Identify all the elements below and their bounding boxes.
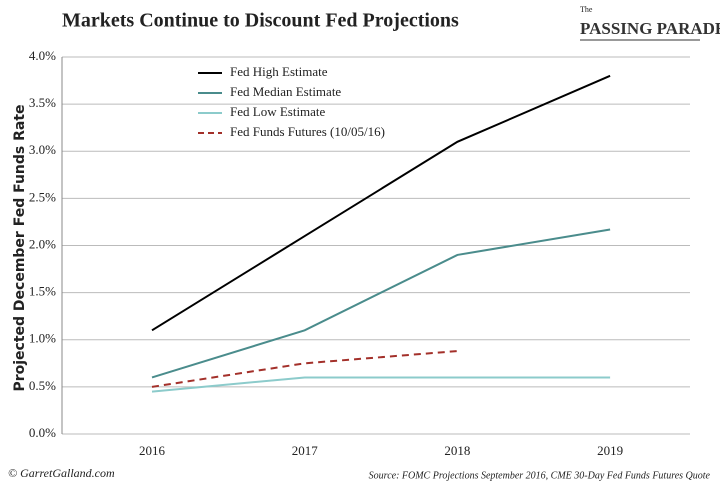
y-tick-label: 4.0%	[29, 48, 56, 63]
logo: PASSING PARADE	[580, 19, 720, 38]
y-tick-label: 0.0%	[29, 425, 56, 440]
y-tick-label: 3.0%	[29, 142, 56, 157]
y-tick-label: 0.5%	[29, 378, 56, 393]
x-tick-label: 2019	[597, 443, 623, 458]
y-tick-label: 3.5%	[29, 95, 56, 110]
x-tick-label: 2017	[292, 443, 319, 458]
source: Source: FOMC Projections September 2016,…	[369, 470, 711, 481]
series-line	[151, 228, 611, 379]
y-tick-label: 1.5%	[29, 284, 56, 299]
y-tick-label: 1.0%	[29, 331, 56, 346]
chart-title: Markets Continue to Discount Fed Project…	[62, 10, 459, 32]
y-tick-label: 2.0%	[29, 236, 56, 251]
legend-label: Fed High Estimate	[230, 64, 328, 79]
credit: © GarretGalland.com	[8, 466, 115, 480]
x-tick-label: 2018	[444, 443, 470, 458]
legend-label: Fed Median Estimate	[230, 84, 341, 99]
y-axis-label: Projected December Fed Funds Rate	[12, 104, 28, 391]
y-tick-label: 2.5%	[29, 189, 56, 204]
logo-small: The	[580, 5, 593, 14]
x-tick-label: 2016	[139, 443, 166, 458]
series-line	[151, 376, 611, 393]
legend-label: Fed Low Estimate	[230, 104, 326, 119]
series-line	[151, 350, 458, 388]
legend-label: Fed Funds Futures (10/05/16)	[230, 124, 385, 139]
series-line	[151, 74, 611, 332]
